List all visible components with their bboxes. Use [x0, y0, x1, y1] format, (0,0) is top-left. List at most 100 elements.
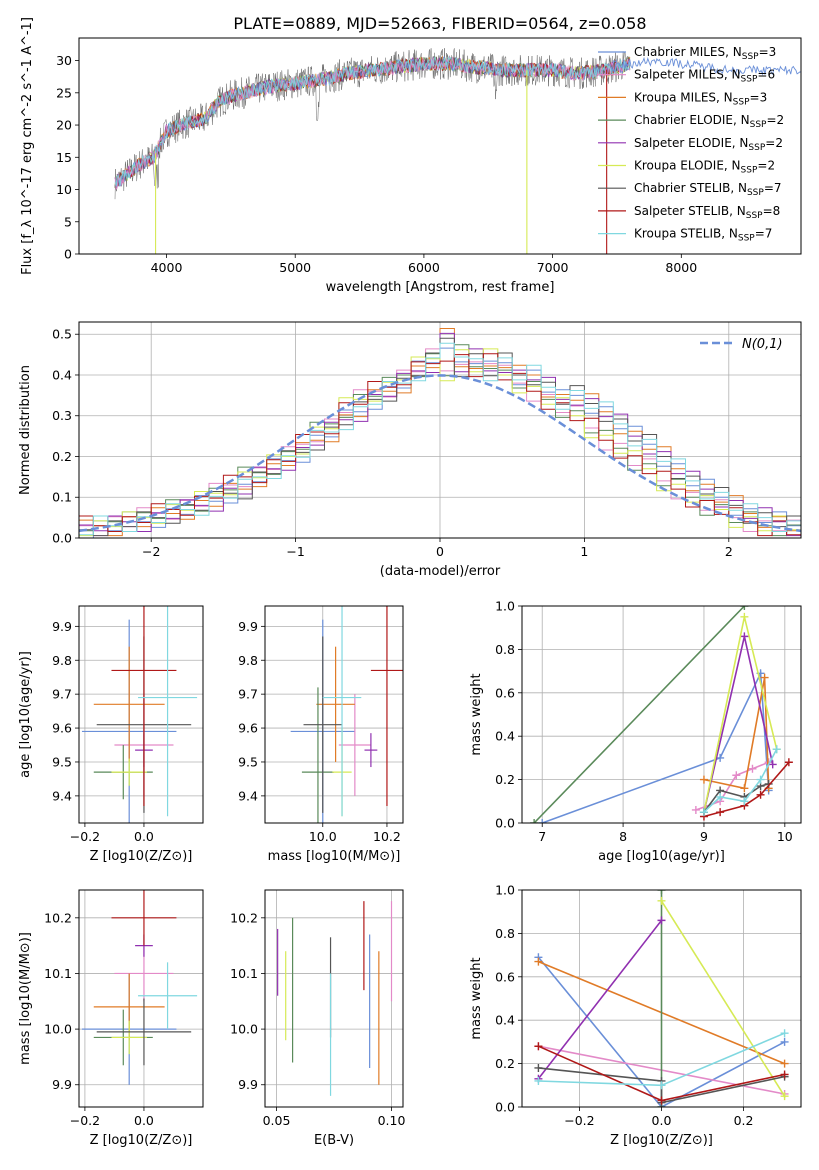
weight-marker — [780, 1029, 789, 1038]
legend-entry: Salpeter ELODIE, NSSP=2 — [634, 136, 783, 153]
y-tick-label: 0.3 — [52, 408, 72, 423]
spectrum-legend: Chabrier MILES, NSSP=3 Salpeter MILES, NS… — [598, 45, 784, 244]
y-tick-label: 0.4 — [495, 729, 515, 744]
x-tick-label: 0.0 — [652, 1113, 672, 1128]
y-tick-label: 9.9 — [52, 1077, 72, 1092]
y-tick-label: 0 — [64, 247, 72, 262]
y-tick-label: 1.0 — [495, 883, 515, 898]
y-tick-label: 10.2 — [44, 910, 72, 925]
weight-line — [537, 919, 663, 1080]
x-tick-label: −0.2 — [564, 1113, 594, 1128]
y-tick-label: 0.0 — [495, 816, 515, 831]
weight-line — [537, 956, 785, 1107]
mass_vs_EBV-axes: 0.05 0.10 9.9 10.0 10.1 10.2 E(B-V) — [230, 890, 405, 1148]
x-tick-label: 8 — [619, 829, 627, 844]
x-tick-label: 10.2 — [373, 829, 401, 844]
x-tick-label: 9 — [700, 829, 708, 844]
weight-marker — [534, 1076, 543, 1085]
y-tick-label: 0.2 — [52, 449, 72, 464]
weight-marker — [716, 753, 725, 762]
legend-entry: Chabrier MILES, NSSP=3 — [634, 45, 776, 62]
y-tick-label: 0.6 — [495, 685, 515, 700]
weight-marker — [534, 957, 543, 966]
weight-marker — [691, 805, 700, 814]
mass_weight_vs_Z-axes: −0.2 0.0 0.2 0.0 0.2 0.4 0.6 0.8 1.0 Z [log10(Z/Z… — [469, 883, 801, 1148]
mass_weight_vs_Z-frame — [521, 889, 802, 1108]
legend-eq: =7 — [755, 227, 773, 241]
weight-marker — [534, 1063, 543, 1072]
legend-eq: =2 — [765, 136, 783, 150]
legend-sub: SSP — [750, 120, 767, 130]
weight-line — [703, 677, 770, 790]
y-tick-label: 10.0 — [44, 1022, 72, 1037]
age_vs_mass-points — [290, 606, 403, 823]
y-tick-label: 0.8 — [495, 926, 515, 941]
spectrum-model-line — [114, 55, 631, 187]
x-tick-label: −1 — [286, 544, 304, 559]
weight-marker — [784, 758, 793, 767]
y-tick-label: 10.0 — [230, 1022, 258, 1037]
spectrum-model-line — [114, 56, 631, 191]
y-tick-label: 9.9 — [238, 619, 258, 634]
y-axis-label: mass [log10(M/M⊙)] — [18, 932, 33, 1065]
legend-eq: =2 — [757, 159, 775, 173]
legend-entry: Kroupa MILES, NSSP=3 — [634, 90, 767, 107]
legend-sub: SSP — [741, 166, 758, 176]
x-tick-label: 0.2 — [734, 1113, 754, 1128]
mass_vs_Z-axes: −0.2 0.0 9.9 10.0 10.1 10.2 Z [log10(Z/Z⊙)] mas… — [18, 890, 203, 1148]
histogram-step — [79, 342, 801, 536]
y-tick-label: 9.8 — [238, 653, 258, 668]
weight-marker — [657, 890, 666, 894]
weight-marker — [780, 1070, 789, 1079]
spectrum-red-line — [610, 56, 801, 77]
y-tick-label: 0.5 — [52, 327, 72, 342]
x-tick-label: −0.2 — [70, 829, 100, 844]
x-tick-label: 10.0 — [309, 829, 337, 844]
x-tick-label: 7000 — [537, 260, 569, 275]
y-tick-label: 0.2 — [495, 772, 515, 787]
y-axis-label: mass weight — [469, 673, 484, 755]
x-tick-label: 10 — [777, 829, 793, 844]
y-axis-label: Normed distribution — [18, 365, 33, 495]
y-axis-label: age [log10(age/yr)] — [18, 651, 33, 778]
x-tick-label: 4000 — [151, 260, 183, 275]
mass_weight_vs_age-frame — [521, 605, 802, 824]
normal-curve — [79, 374, 801, 533]
x-axis-label: wavelength [Angstrom, rest frame] — [326, 280, 555, 295]
spectrum-model-line — [114, 56, 631, 188]
x-axis-label: Z [log10(Z/Z⊙)] — [90, 1133, 193, 1148]
weight-marker — [699, 808, 708, 817]
y-tick-label: 9.6 — [52, 721, 72, 736]
y-tick-label: 0.0 — [495, 1100, 515, 1115]
histogram-frame — [78, 321, 802, 539]
y-axis-label: Flux [f_λ 10^-17 erg cm^-2 s^-1 A^-1] — [20, 17, 35, 275]
y-tick-label: 9.4 — [238, 788, 258, 803]
y-tick-label: 9.9 — [52, 619, 72, 634]
weight-marker — [657, 1096, 666, 1105]
weight-marker — [740, 606, 749, 610]
y-axis-label: mass weight — [469, 957, 484, 1039]
age_vs_Z-points — [81, 606, 198, 823]
weight-marker — [740, 797, 749, 806]
y-tick-label: 9.8 — [52, 653, 72, 668]
histogram-step — [79, 353, 801, 537]
x-tick-label: −0.2 — [70, 1113, 100, 1128]
legend-sub: SSP — [738, 234, 755, 244]
weight-marker — [657, 896, 666, 905]
weight-line — [538, 1067, 785, 1104]
weight-marker — [780, 1092, 789, 1101]
legend-entry: Chabrier ELODIE, NSSP=2 — [634, 113, 784, 130]
y-tick-label: 0.2 — [495, 1056, 515, 1071]
mass_vs_Z-frame — [78, 889, 204, 1108]
spectrum-lines — [114, 48, 801, 254]
weight-marker — [740, 612, 749, 621]
mass_vs_EBV-points — [277, 901, 393, 1096]
legend-sub: SSP — [746, 211, 763, 221]
legend-entry: Kroupa ELODIE, NSSP=2 — [634, 159, 775, 176]
y-tick-label: 0.4 — [52, 367, 72, 382]
x-tick-label: 0 — [436, 544, 444, 559]
y-tick-label: 10.1 — [44, 966, 72, 981]
y-tick-label: 9.5 — [238, 754, 258, 769]
weight-marker — [657, 1081, 666, 1090]
